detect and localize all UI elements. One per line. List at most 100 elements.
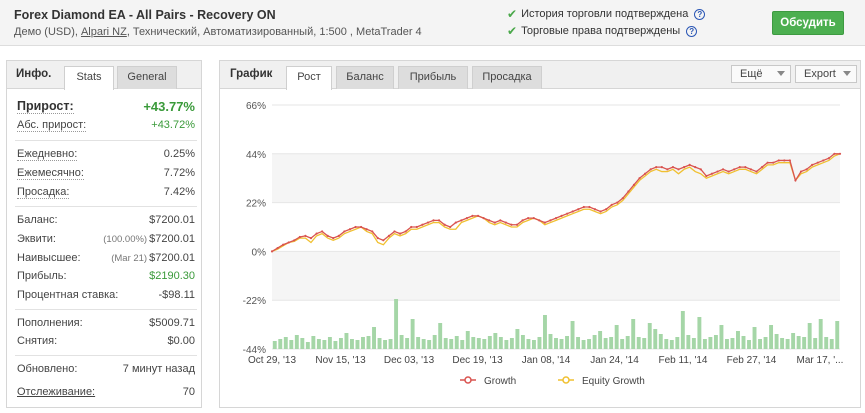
- growth-point: [571, 210, 574, 213]
- tracking-link[interactable]: Отслеживание:: [17, 386, 96, 398]
- growth-point: [716, 170, 719, 173]
- volume-bar: [741, 336, 746, 349]
- tab-profit[interactable]: Прибыль: [398, 66, 468, 89]
- updated-value: 7 минут назад: [122, 363, 195, 375]
- gain-label[interactable]: Прирост:: [17, 99, 74, 114]
- stat-profit: Прибыль: $2190.30: [17, 270, 195, 282]
- growth-point: [838, 152, 842, 155]
- growth-point: [471, 214, 474, 218]
- divider: [15, 140, 197, 141]
- chevron-down-icon: [843, 71, 851, 76]
- help-icon[interactable]: ?: [694, 8, 706, 20]
- growth-point: [293, 239, 296, 242]
- interest-value: -$98.11: [158, 289, 196, 301]
- info-label: Инфо.: [16, 68, 52, 80]
- withdrawals-label: Снятия:: [17, 335, 58, 347]
- growth-point: [772, 161, 775, 164]
- balance-value: $7200.01: [149, 214, 195, 226]
- growth-point: [738, 166, 741, 169]
- discuss-button[interactable]: Обсудить: [772, 11, 844, 35]
- growth-point: [599, 210, 602, 213]
- growth-point: [476, 214, 480, 218]
- growth-point: [348, 228, 352, 231]
- x-tick-label: Dec 03, '13: [384, 355, 435, 366]
- growth-point: [426, 221, 430, 224]
- growth-point: [538, 219, 541, 222]
- volume-bar: [763, 337, 768, 349]
- tab-general[interactable]: General: [117, 66, 177, 89]
- monthly-label[interactable]: Ежемесячно:: [17, 167, 84, 180]
- volume-bar: [537, 337, 542, 349]
- growth-point: [799, 170, 803, 173]
- volume-bar: [487, 336, 492, 349]
- tab-balance[interactable]: Баланс: [336, 66, 394, 89]
- growth-point: [744, 166, 747, 169]
- drawdown-label[interactable]: Просадка:: [17, 186, 70, 199]
- chart-tabs: График Рост Баланс Прибыль Просадка Ещё …: [220, 61, 860, 90]
- growth-point: [766, 161, 769, 164]
- tab-drawdown[interactable]: Просадка: [472, 66, 542, 89]
- growth-point: [699, 168, 702, 171]
- more-dropdown-label: Ещё: [740, 68, 763, 80]
- volume-bar: [443, 338, 448, 349]
- volume-bar: [719, 325, 724, 349]
- volume-bar: [835, 321, 840, 349]
- volume-bar: [471, 337, 476, 349]
- y-tick-label: -22%: [243, 296, 266, 307]
- chart-band: [272, 251, 840, 301]
- volume-bar: [316, 339, 321, 349]
- broker-link[interactable]: Alpari NZ: [80, 26, 127, 38]
- highest-date: (Mar 21): [111, 253, 148, 264]
- tab-growth[interactable]: Рост: [286, 66, 332, 90]
- volume-bar: [465, 331, 470, 349]
- growth-point: [671, 166, 675, 169]
- volume-bar: [383, 340, 388, 349]
- growth-point: [593, 208, 597, 211]
- volume-bar: [642, 338, 647, 349]
- volume-bar: [736, 331, 740, 349]
- growth-point: [788, 159, 791, 162]
- volume-bar: [675, 337, 680, 349]
- volume-bar: [278, 339, 283, 349]
- gain-value: +43.77%: [143, 99, 195, 114]
- account-type: Демо (USD),: [14, 26, 81, 38]
- volume-bar: [636, 337, 641, 349]
- daily-label[interactable]: Ежедневно:: [17, 148, 78, 161]
- export-dropdown-label: Export: [804, 68, 836, 80]
- volume-bar: [625, 336, 630, 349]
- export-dropdown[interactable]: Export: [795, 65, 857, 83]
- volume-bar: [305, 342, 310, 349]
- help-icon[interactable]: ?: [686, 25, 698, 37]
- x-tick-label: Feb 11, '14: [659, 355, 708, 366]
- growth-point: [682, 166, 686, 169]
- tab-stats[interactable]: Stats: [64, 66, 114, 90]
- volume-bar: [509, 338, 514, 349]
- volume-bar: [526, 339, 531, 349]
- stat-interest: Процентная ставка: -$98.11: [17, 289, 195, 301]
- x-tick-label: Oct 29, '13: [248, 355, 296, 366]
- more-dropdown[interactable]: Ещё: [731, 65, 791, 83]
- highest-value: $7200.01: [149, 252, 195, 264]
- growth-point: [616, 201, 619, 204]
- growth-point: [755, 170, 758, 173]
- legend-label: Equity Growth: [582, 376, 645, 387]
- check-icon: ✔: [507, 24, 518, 38]
- y-axis-labels: 66% 44% 22% 0% -22% -44%: [243, 101, 266, 356]
- abs-gain-label[interactable]: Абс. прирост:: [17, 119, 87, 132]
- volume-bar: [322, 340, 327, 349]
- volume-bar: [785, 339, 790, 349]
- growth-point: [833, 152, 836, 155]
- y-tick-label: -44%: [243, 345, 266, 356]
- stats-tabs: Инфо. Stats General: [7, 61, 201, 90]
- volume-bar: [476, 338, 481, 349]
- growth-point: [610, 203, 613, 206]
- volume-bar: [686, 335, 691, 349]
- volume-bar: [708, 337, 713, 349]
- volume-bar: [515, 329, 520, 349]
- growth-point: [605, 208, 608, 211]
- growth-point: [694, 166, 697, 169]
- growth-point: [510, 223, 513, 226]
- growth-point: [421, 223, 424, 226]
- divider: [15, 309, 197, 310]
- stat-equity: Эквити: (100.00%) $7200.01: [17, 233, 195, 245]
